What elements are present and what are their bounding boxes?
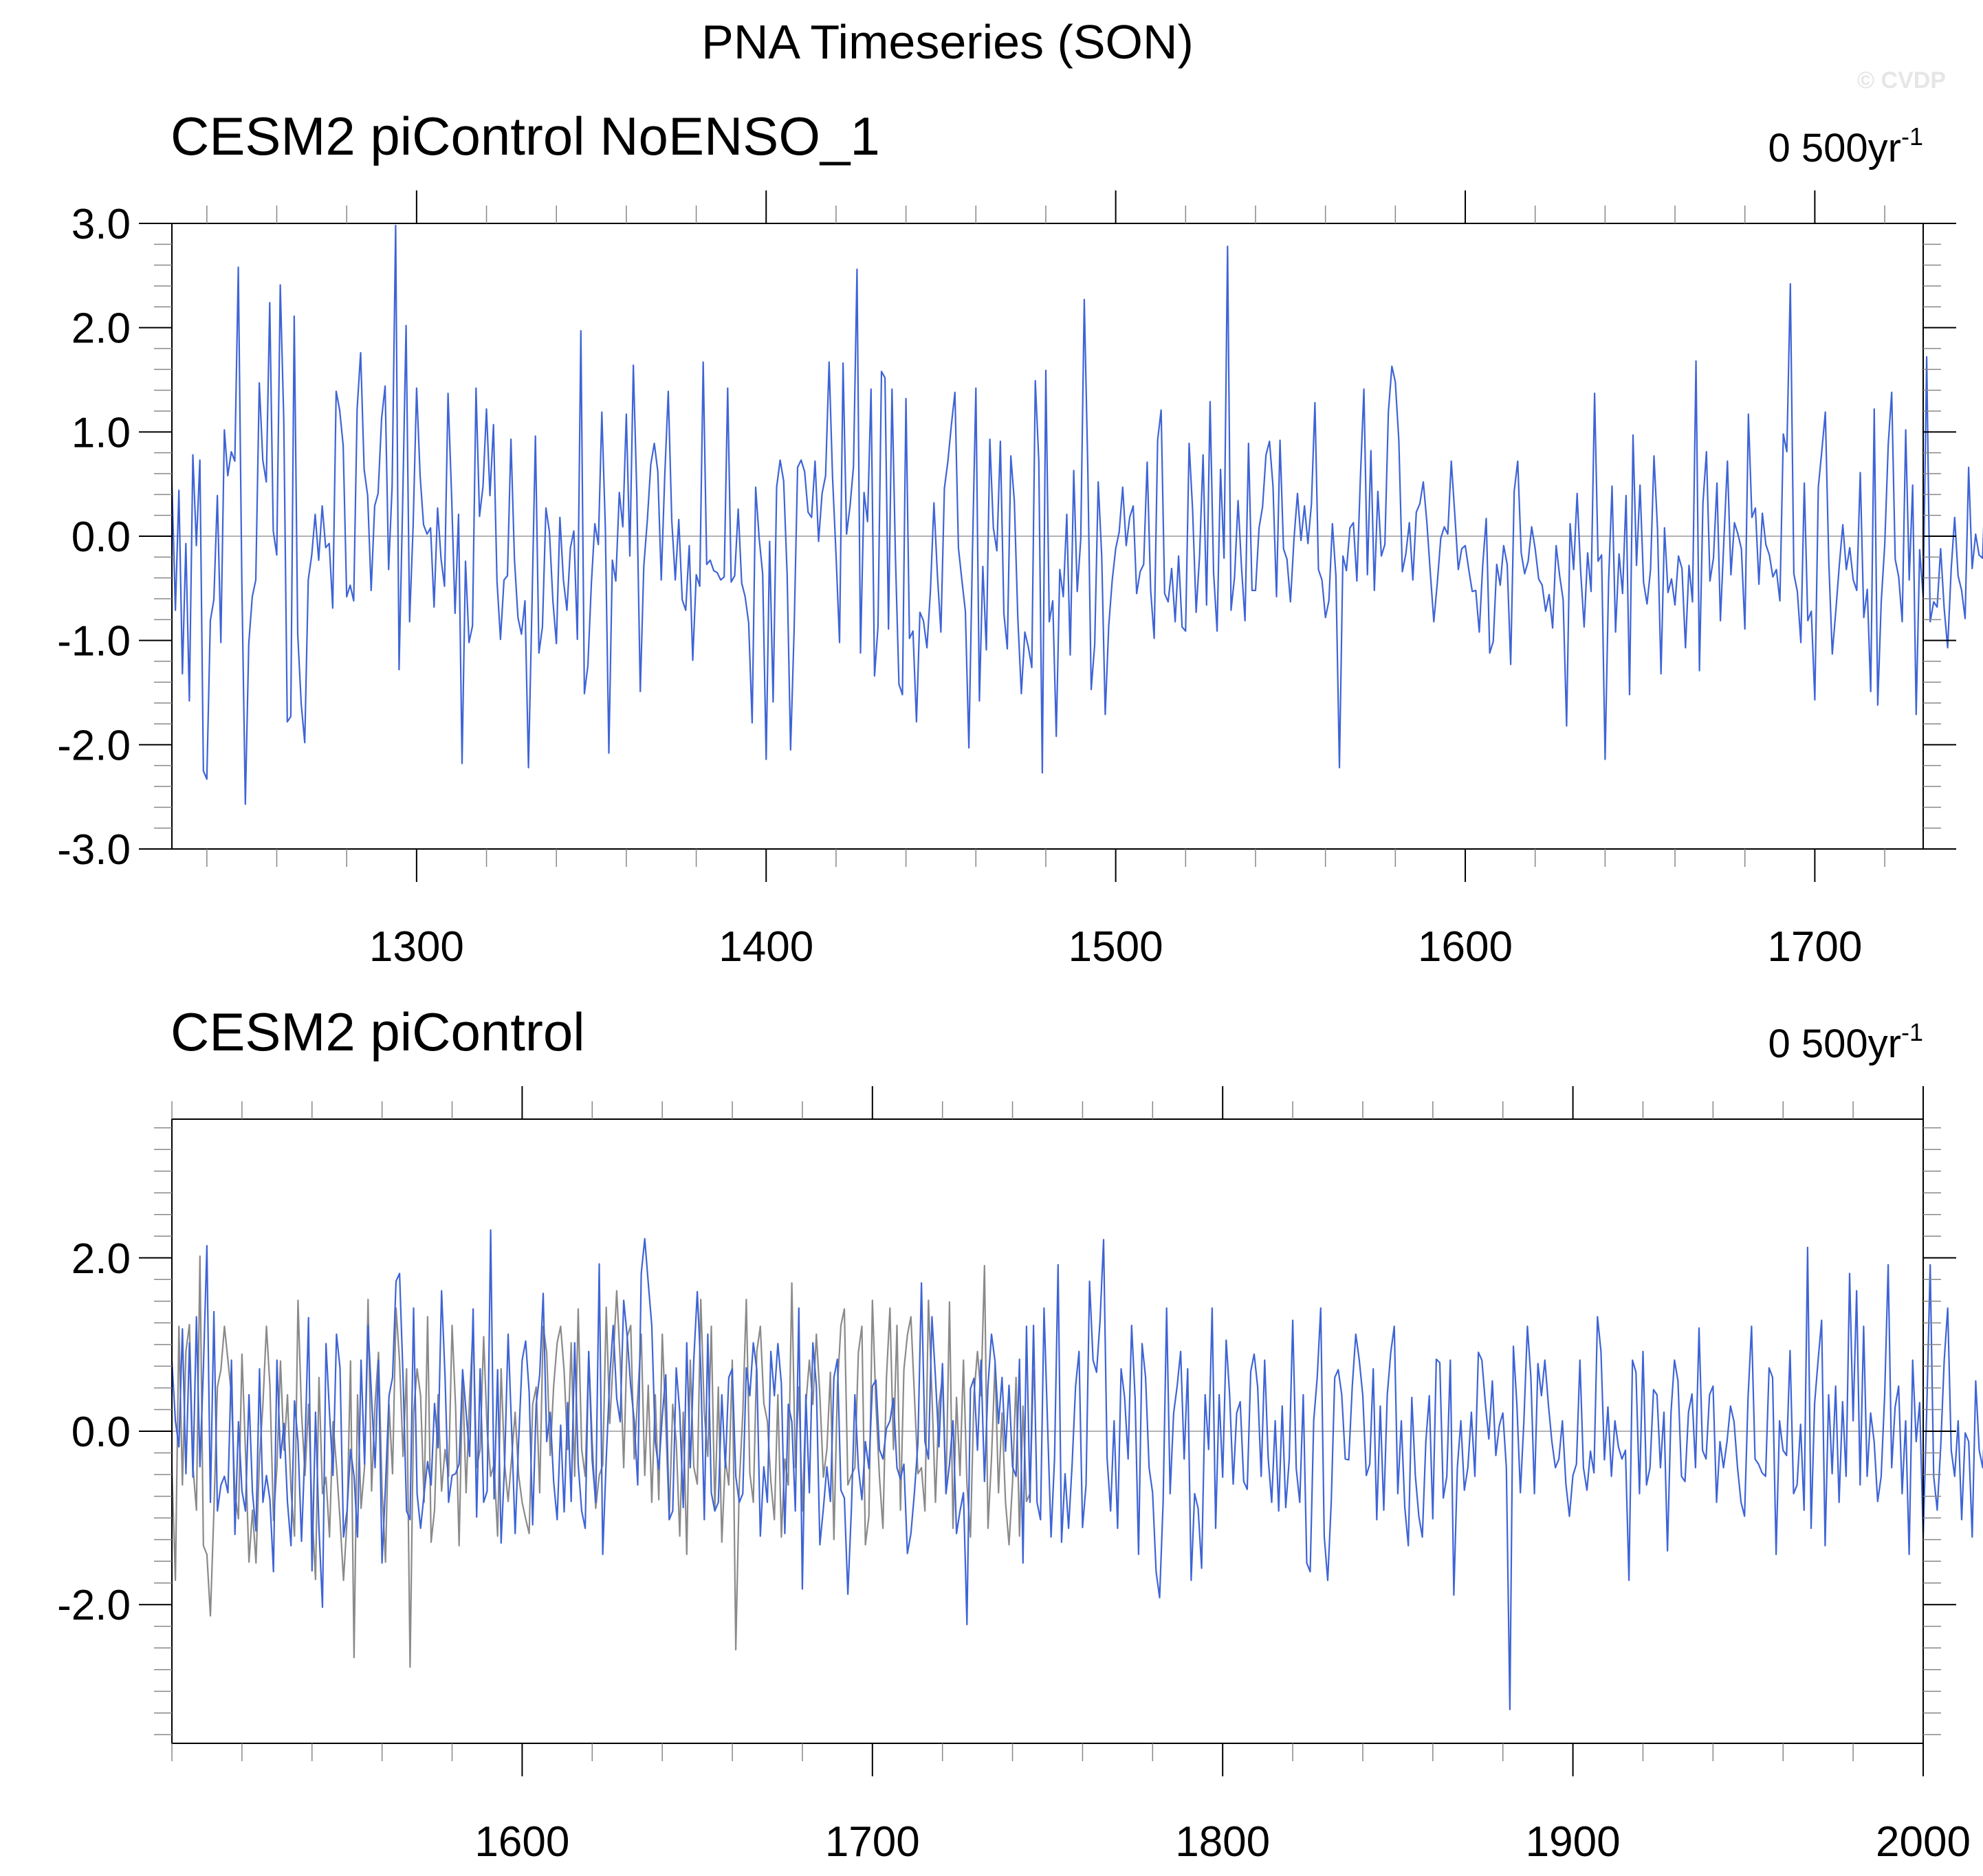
y-tick-label: 3.0 — [72, 201, 131, 248]
y-tick-label: 0.0 — [72, 514, 131, 561]
x-tick-label: 1400 — [719, 923, 813, 971]
y-tick-label: 2.0 — [72, 305, 131, 353]
panel-title: CESM2 piControl — [171, 1002, 585, 1062]
series-line-1 — [171, 1229, 1983, 1710]
figure-title: PNA Timeseries (SON) — [701, 15, 1194, 69]
watermark: © CVDP — [1857, 67, 1946, 93]
y-tick-label: 1.0 — [72, 409, 131, 456]
x-tick-label: 2000 — [1876, 1818, 1971, 1866]
y-tick-label: 0.0 — [72, 1409, 131, 1456]
x-tick-label: 1300 — [369, 923, 464, 971]
x-tick-label: 1600 — [1418, 923, 1513, 971]
y-tick-label: -2.0 — [57, 1582, 131, 1629]
x-tick-label: 1900 — [1526, 1818, 1621, 1866]
panel-title: CESM2 piControl NoENSO_1 — [171, 106, 880, 166]
trend-label-superscript: -1 — [1901, 1018, 1923, 1046]
y-tick-label: 2.0 — [72, 1235, 131, 1283]
trend-label: 0 500yr-1 — [1768, 122, 1923, 170]
panel-noenso: CESM2 piControl NoENSO_1 0 500yr-1 3.0 2.0 1… — [57, 106, 1983, 971]
x-tick-label: 1800 — [1175, 1818, 1270, 1866]
x-tick-label: 1600 — [474, 1818, 569, 1866]
panel-picontrol: CESM2 piControl 0 500yr-1 2.0 0.0 -2.0 1600 17… — [57, 1002, 1983, 1866]
y-tick-label: -2.0 — [57, 722, 131, 769]
x-tick-label: 1700 — [1767, 923, 1862, 971]
x-tick-label: 1700 — [825, 1818, 920, 1866]
x-tick-label: 1500 — [1069, 923, 1163, 971]
series-line-0 — [171, 1255, 1035, 1668]
trend-label: 0 500yr-1 — [1768, 1018, 1923, 1066]
series-line-0 — [171, 224, 1983, 805]
y-tick-label: -1.0 — [57, 618, 131, 665]
y-tick-label: -3.0 — [57, 826, 131, 874]
trend-label-superscript: -1 — [1901, 122, 1923, 151]
